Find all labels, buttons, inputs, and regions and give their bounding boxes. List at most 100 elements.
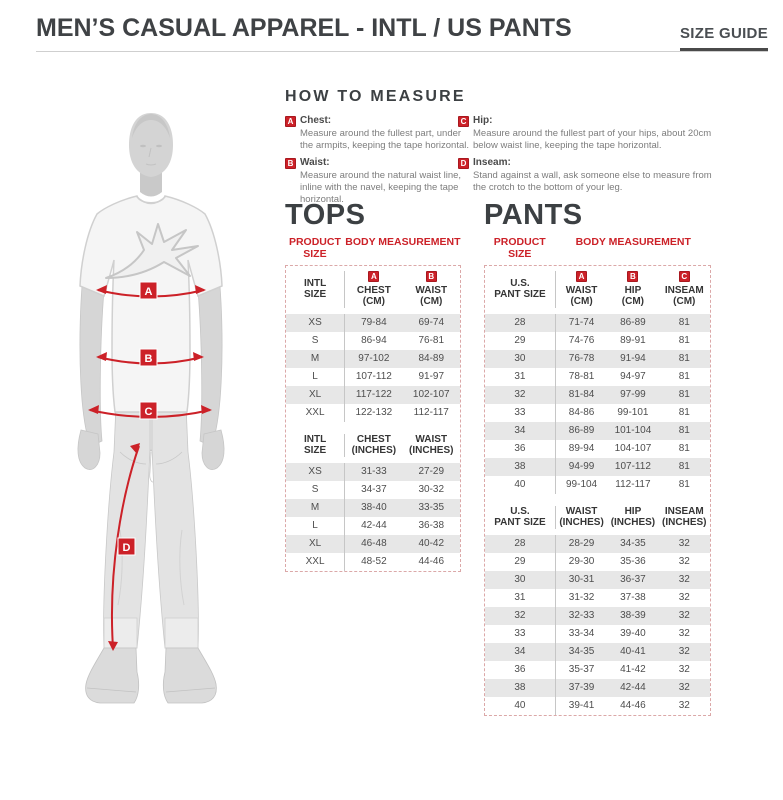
table-cell: 102-107: [412, 388, 450, 400]
table-cell: 91-97: [418, 370, 445, 382]
table-row: 38 37-39 42-44 32: [485, 678, 710, 697]
table-cell: XS: [286, 313, 346, 332]
figure-pants: [103, 394, 199, 649]
table-row: XXL 122-132 112-117: [286, 403, 460, 422]
alpinestars-logo-icon: [105, 223, 199, 279]
table-cell: 89-91: [620, 334, 646, 346]
measure-letter-badge: B: [425, 270, 437, 282]
table-cell: 37-39: [568, 681, 595, 693]
table-cell: 28: [485, 534, 556, 553]
table-cell: 32: [678, 645, 690, 657]
table-cell: 38-39: [620, 609, 646, 621]
table-row: L 42-44 36-38: [286, 516, 460, 535]
body-measurement-label: BODY MEASUREMENT: [345, 236, 461, 248]
table-cell: 48-52: [361, 555, 387, 567]
table-cell: 30: [485, 349, 556, 368]
pants-heading: PANTS: [484, 199, 583, 231]
table-cell: 81: [678, 388, 690, 400]
measure-text: Stand against a wall, ask someone else t…: [473, 169, 712, 194]
table-cell: 33: [485, 624, 556, 643]
measure-column-header: A WAIST (CM): [565, 270, 598, 307]
table-cell: 84-89: [418, 352, 445, 364]
measure-arrowheads: [88, 285, 212, 651]
product-size-label: PRODUCT SIZE: [493, 236, 546, 260]
table-cell: 37-38: [620, 591, 646, 603]
table-header-row: INTL SIZE CHEST (INCHES) WAIST (INCHES): [286, 422, 460, 463]
table-cell: 99-101: [617, 406, 649, 418]
table-cell: 44-46: [418, 555, 445, 567]
table-cell: 81: [678, 460, 690, 472]
table-cell: 38: [485, 678, 556, 697]
table-cell: 39-40: [620, 627, 646, 639]
table-cell: 84-86: [568, 406, 595, 418]
table-cell: 32: [678, 591, 690, 603]
table-cell: 36: [485, 439, 556, 458]
table-cell: 33: [485, 403, 556, 422]
table-cell: M: [286, 498, 346, 517]
table-cell: 76-78: [568, 352, 595, 364]
table-cell: 69-74: [418, 316, 445, 328]
table-row: 32 81-84 97-99 81: [485, 385, 710, 404]
table-cell: 32: [678, 555, 690, 567]
figure-arms: [77, 249, 225, 470]
measure-column-header: HIP (INCHES): [610, 505, 656, 529]
table-row: 34 86-89 101-104 81: [485, 421, 710, 440]
page-title: MEN’S CASUAL APPAREL - INTL / US PANTS: [36, 14, 572, 42]
table-cell: 94-99: [568, 460, 595, 472]
measure-text: Measure around the fullest part, under t…: [300, 127, 469, 151]
table-cell: XXL: [286, 552, 346, 571]
measure-item-chest: A Chest: Measure around the fullest part…: [285, 115, 471, 152]
table-cell: 79-84: [361, 316, 387, 328]
table-row: 34 34-35 40-41 32: [485, 642, 710, 661]
table-cell: 38: [485, 457, 556, 476]
body-measurement-label: BODY MEASUREMENT: [575, 236, 691, 248]
table-cell: 35-37: [568, 663, 595, 675]
table-cell: XL: [286, 385, 346, 404]
measure-label: Chest:: [300, 115, 332, 126]
table-cell: 40-42: [418, 537, 445, 549]
measure-text: Measure around the natural waist line, i…: [300, 169, 462, 206]
table-cell: 31-33: [361, 465, 387, 477]
measure-column-header: A CHEST (CM): [356, 270, 391, 307]
size-column-header: INTL SIZE: [286, 270, 346, 308]
table-row: 31 31-32 37-38 32: [485, 588, 710, 607]
table-cell: 86-89: [620, 316, 646, 328]
table-cell: 40-41: [620, 645, 646, 657]
table-cell: 46-48: [361, 537, 387, 549]
table-cell: 34-35: [620, 537, 646, 549]
measure-column-header: B WAIST (CM): [415, 270, 448, 307]
figure-marker-b: B: [145, 353, 153, 365]
measure-column-header: B HIP (CM): [621, 270, 645, 307]
figure-marker-d: D: [123, 542, 131, 554]
header-divider: [36, 51, 768, 52]
figure-shoes: [85, 647, 217, 704]
table-cell: 32: [678, 573, 690, 585]
size-column-header: U.S. PANT SIZE: [485, 270, 556, 308]
table-cell: 33-34: [568, 627, 595, 639]
measure-letter-badge: A: [576, 270, 588, 282]
table-cell: 32-33: [568, 609, 595, 621]
table-row: 29 74-76 89-91 81: [485, 331, 710, 350]
measure-item-inseam: D Inseam: Stand against a wall, ask some…: [458, 157, 720, 194]
table-cell: 97-99: [620, 388, 646, 400]
size-column-header: U.S. PANT SIZE: [485, 505, 556, 529]
table-cell: 28-29: [568, 537, 595, 549]
table-row: XS 79-84 69-74: [286, 313, 460, 332]
table-cell: 107-112: [614, 460, 651, 472]
measure-item-hip: C Hip: Measure around the fullest part o…: [458, 115, 720, 152]
measure-column-right: C Hip: Measure around the fullest part o…: [458, 115, 720, 212]
table-cell: 81: [678, 370, 690, 382]
table-row: 31 78-81 94-97 81: [485, 367, 710, 386]
measure-label: Waist:: [300, 157, 330, 169]
figure-marker-a: A: [145, 286, 153, 298]
table-cell: 81: [678, 478, 690, 490]
measure-item-waist: B Waist: Measure around the natural wais…: [285, 157, 471, 207]
table-row: 40 99-104 112-117 81: [485, 475, 710, 494]
table-row: XS 31-33 27-29: [286, 462, 460, 481]
table-cell: 112-117: [615, 478, 651, 490]
size-guide-tab[interactable]: SIZE GUIDE: [679, 25, 768, 51]
table-cell: XL: [286, 534, 346, 553]
table-cell: 101-104: [614, 424, 652, 436]
figure-left-cuff: [103, 617, 138, 649]
